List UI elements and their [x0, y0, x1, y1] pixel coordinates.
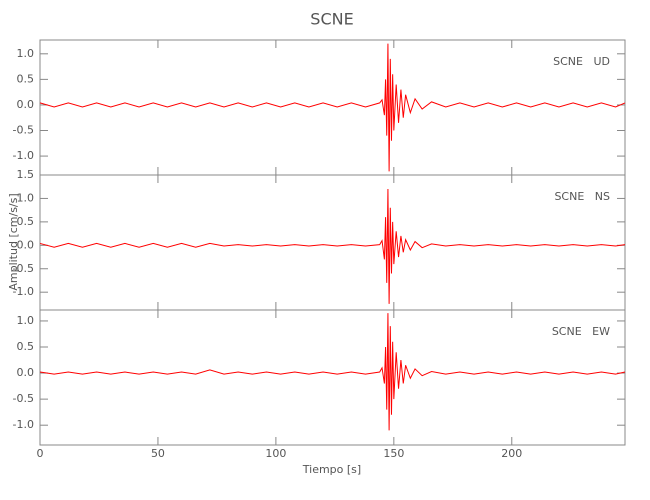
y-tick-label: 1.0	[17, 47, 35, 60]
y-tick-label: -0.5	[13, 124, 34, 137]
x-tick-label: 50	[151, 447, 165, 460]
waveform	[39, 189, 626, 304]
y-tick-label: -0.5	[13, 392, 34, 405]
panel-frame	[39, 174, 626, 311]
x-tick-label: 0	[37, 447, 44, 460]
y-tick-label: 0.0	[17, 98, 35, 111]
waveform	[39, 43, 626, 172]
x-axis-label: Tiempo [s]	[302, 463, 361, 476]
y-tick-label: -1.0	[13, 149, 34, 162]
y-tick-label: 1.0	[17, 191, 35, 204]
y-tick-label: 1.5	[17, 168, 35, 181]
y-tick-label: -1.0	[13, 285, 34, 298]
x-tick-label: 200	[501, 447, 522, 460]
y-tick-label: 1.0	[17, 314, 35, 327]
y-tick-label: -0.5	[13, 262, 34, 275]
panel-annotation: SCNE UD	[553, 55, 610, 68]
y-tick-label: -1.0	[13, 418, 34, 431]
y-axis-label: Amplitud [cm/s/s]	[7, 193, 20, 290]
panel-frame	[39, 309, 626, 446]
y-tick-label: 0.5	[17, 215, 35, 228]
y-tick-label: 0.5	[17, 72, 35, 85]
x-tick-label: 150	[383, 447, 404, 460]
y-tick-label: 0.5	[17, 340, 35, 353]
panel-frame	[39, 39, 626, 176]
y-tick-label: 0.0	[17, 366, 35, 379]
chart-title: SCNE	[310, 10, 353, 29]
x-tick-label: 100	[265, 447, 286, 460]
y-tick-label: 0.0	[17, 238, 35, 251]
panel-annotation: SCNE NS	[554, 190, 610, 203]
waveform	[39, 313, 626, 431]
panel-annotation: SCNE EW	[552, 325, 610, 338]
